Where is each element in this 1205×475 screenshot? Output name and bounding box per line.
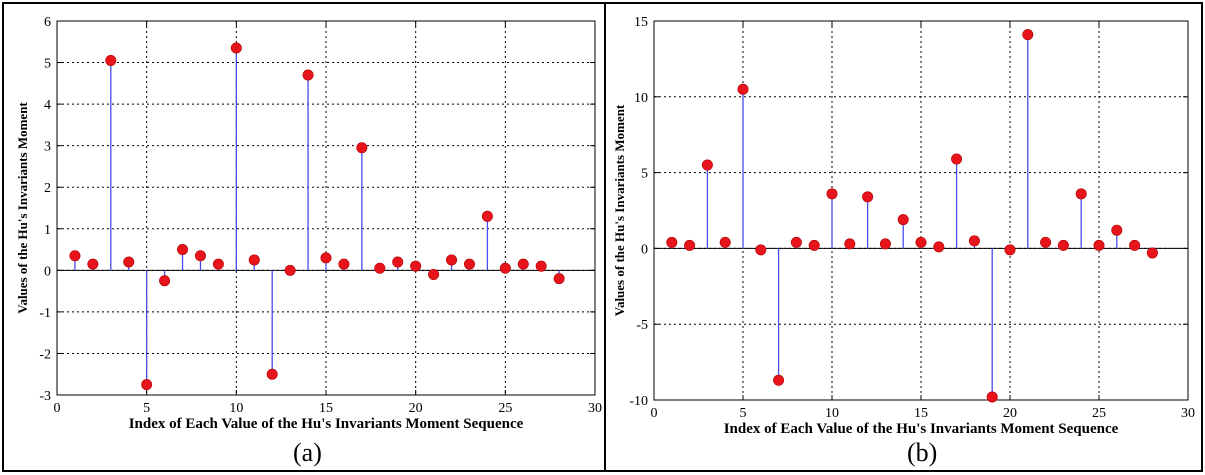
marker-a-18 [374,262,386,274]
marker-b-27 [1129,239,1141,251]
marker-a-26 [517,258,529,270]
marker-b-20 [1004,244,1016,256]
marker-a-16 [338,258,350,270]
y-tick-label-a: -3 [39,389,51,404]
marker-b-16 [933,241,945,253]
x-tick-label-b: 20 [1003,406,1017,421]
x-tick-label-b: 5 [740,406,747,421]
x-tick-label-b: 25 [1092,406,1106,421]
marker-a-24 [481,210,493,222]
y-tick-label-b: -10 [629,394,648,409]
x-tick-label-a: 15 [319,401,333,416]
y-tick-label-b: -5 [636,318,648,333]
marker-b-24 [1075,188,1087,200]
y-tick-label-a: 4 [44,98,51,113]
panel-b-frame [604,2,1203,472]
marker-b-26 [1111,224,1123,236]
marker-a-11 [248,254,260,266]
marker-a-7 [177,244,189,256]
marker-b-11 [844,238,856,250]
marker-b-28 [1146,247,1158,259]
x-tick-label-a: 25 [498,401,512,416]
marker-b-10 [826,188,838,200]
marker-b-12 [862,191,874,203]
marker-a-2 [87,258,99,270]
y-tick-label-b: 15 [634,15,648,30]
y-tick-label-a: 1 [44,223,51,238]
marker-b-25 [1093,239,1105,251]
y-tick-label-a: 2 [44,181,51,196]
x-tick-label-b: 15 [914,406,928,421]
marker-a-22 [446,254,458,266]
marker-a-10 [230,42,242,54]
marker-a-27 [535,260,547,272]
y-axis-label-a: Values of the Hu's Invariants Moment [15,102,30,314]
marker-b-19 [986,391,998,403]
caption-a: (a) [293,438,322,467]
marker-a-19 [392,256,404,268]
y-tick-label-b: 10 [634,91,648,106]
stem-plot-a: 0 5 10 15 20 25 30 -3 -2 -1 0 1 2 3 4 5 6 Index of Each V… [15,15,602,432]
marker-b-9 [808,239,820,251]
x-tick-label-a: 10 [229,401,243,416]
marker-a-20 [410,260,422,272]
x-axis-label-a: Index of Each Value of the Hu's Invarian… [129,416,524,432]
x-tick-label-a: 0 [54,401,61,416]
marker-b-4 [719,236,731,248]
marker-a-14 [302,69,314,81]
x-tick-label-b: 10 [825,406,839,421]
y-tick-label-a: 5 [44,57,51,72]
marker-b-3 [701,159,713,171]
marker-a-3 [105,54,117,66]
x-tick-label-a: 20 [409,401,423,416]
x-axis-label-b: Index of Each Value of the Hu's Invarian… [724,421,1119,437]
marker-b-18 [968,235,980,247]
marker-b-15 [915,236,927,248]
marker-a-25 [499,262,511,274]
marker-b-8 [790,236,802,248]
marker-a-5 [141,379,153,391]
marker-b-17 [951,153,963,165]
marker-a-1 [69,250,81,262]
marker-a-9 [212,258,224,270]
marker-b-21 [1022,29,1034,41]
marker-a-6 [159,275,171,287]
marker-a-13 [284,264,296,276]
marker-a-12 [266,368,278,380]
marker-a-28 [553,273,565,285]
marker-a-4 [123,256,135,268]
y-axis-label-b: Values of the Hu's Invariants Moment [612,104,627,316]
marker-b-5 [737,83,749,95]
marker-a-23 [463,258,475,270]
x-tick-label-b: 0 [651,406,658,421]
y-tick-label-a: -1 [39,306,51,321]
y-tick-label-a: -2 [39,347,51,362]
x-tick-label-b: 30 [1181,406,1195,421]
y-tick-label-a: 3 [44,140,51,155]
marker-a-21 [428,268,440,280]
y-tick-label-a: 0 [44,264,51,279]
y-tick-label-b: 5 [641,167,648,182]
marker-a-8 [194,250,206,262]
x-tick-label-a: 30 [588,401,602,416]
marker-b-22 [1040,236,1052,248]
marker-b-7 [773,374,785,386]
x-tick-label-a: 5 [143,401,150,416]
marker-b-6 [755,244,767,256]
marker-a-17 [356,142,368,154]
marker-b-13 [879,238,891,250]
y-tick-label-b: 0 [641,242,648,257]
marker-b-23 [1057,239,1069,251]
caption-b: (b) [907,438,938,467]
marker-b-1 [666,236,678,248]
y-tick-label-a: 6 [44,15,51,30]
marker-a-15 [320,252,332,264]
marker-b-2 [684,239,696,251]
marker-b-14 [897,214,909,226]
